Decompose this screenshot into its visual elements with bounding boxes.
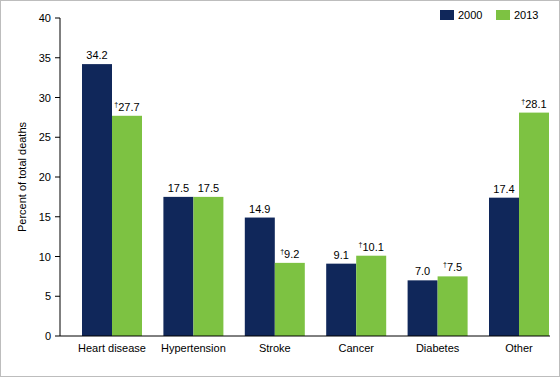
y-tick-label: 25 [39,131,51,143]
data-label: 9.1 [334,249,349,261]
frame [1,1,560,377]
bar [519,113,549,336]
legend-label: 2013 [514,9,538,21]
x-tick-label: Diabetes [416,342,460,354]
bar [82,64,112,336]
data-label: 17.5 [198,182,219,194]
y-tick [55,177,60,178]
y-tick-label: 30 [39,92,51,104]
bar [438,276,468,336]
y-tick-label: 10 [39,251,51,263]
y-axis-label: Percent of total deaths [16,121,28,232]
bar [193,197,223,336]
data-label: 34.2 [86,49,107,61]
legend-swatch [440,10,454,20]
y-tick [55,18,60,19]
y-tick-label: 15 [39,211,51,223]
bar [112,116,142,336]
data-label: †7.5 [443,261,462,273]
data-label: 17.5 [168,182,189,194]
x-tick-label: Hypertension [161,342,226,354]
bar [408,280,438,336]
y-tick [55,296,60,297]
bar [275,263,305,336]
y-tick-label: 5 [45,290,51,302]
y-tick-label: 35 [39,52,51,64]
data-label: 17.4 [493,183,514,195]
data-label: †9.2 [280,248,299,260]
x-tick-label: Heart disease [78,342,146,354]
data-label: †10.1 [359,241,384,253]
y-tick [55,216,60,217]
bar [356,256,386,336]
data-labels: 34.2 †27.7 17.5 17.5 14.9 †9.2 9.1 †10.1 7.0 †7.5… [86,49,546,277]
y-tick-label: 20 [39,171,51,183]
y-tick [55,137,60,138]
bar [326,264,356,336]
y-tick-label: 0 [45,330,51,342]
data-label: 14.9 [249,203,270,215]
y-axis [60,18,61,336]
x-tick-label: Cancer [338,342,374,354]
chart: 0 5 10 15 20 25 30 35 40 Percent of total deaths 3… [0,0,560,377]
y-tick [55,57,60,58]
legend-swatch [496,10,510,20]
y-tick [55,97,60,98]
bar [489,198,519,336]
y-tick [55,256,60,257]
legend-label: 2000 [458,9,482,21]
x-axis [60,336,550,337]
x-tick-label: Stroke [259,342,291,354]
bar [163,197,193,336]
y-tick-label: 40 [39,12,51,24]
data-label: †27.7 [114,101,139,113]
bar [245,218,275,336]
x-tick-label: Other [505,342,533,354]
data-label: †28.1 [521,98,546,110]
data-label: 7.0 [415,265,430,277]
bars [82,64,549,336]
y-tick [55,336,60,337]
